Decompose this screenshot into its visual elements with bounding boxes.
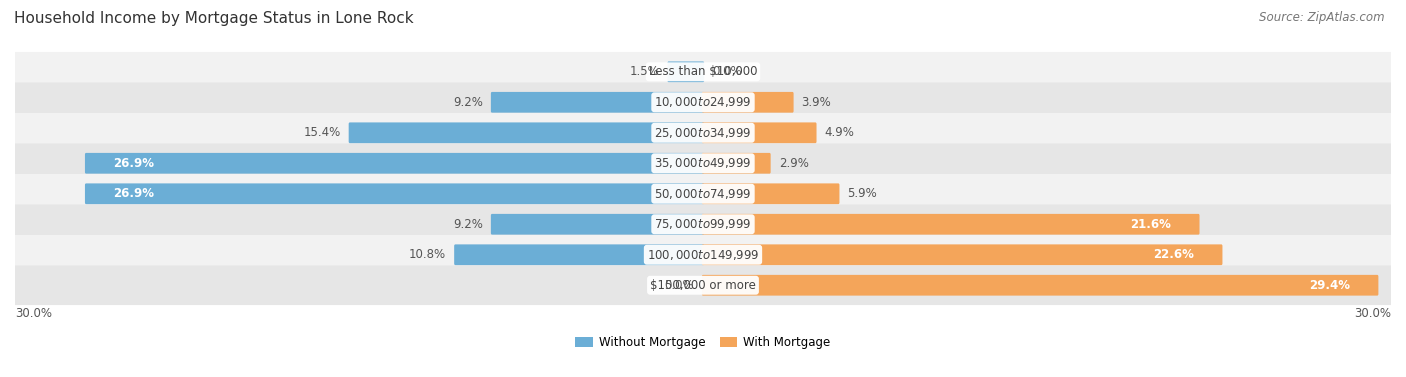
- FancyBboxPatch shape: [0, 265, 1406, 305]
- FancyBboxPatch shape: [0, 204, 1406, 244]
- FancyBboxPatch shape: [84, 153, 704, 174]
- Text: Household Income by Mortgage Status in Lone Rock: Household Income by Mortgage Status in L…: [14, 11, 413, 26]
- FancyBboxPatch shape: [0, 83, 1406, 122]
- Legend: Without Mortgage, With Mortgage: Without Mortgage, With Mortgage: [575, 336, 831, 349]
- Text: Less than $10,000: Less than $10,000: [648, 65, 758, 78]
- Text: 29.4%: 29.4%: [1309, 279, 1350, 292]
- FancyBboxPatch shape: [0, 113, 1406, 153]
- Text: 3.9%: 3.9%: [801, 96, 831, 109]
- Text: 1.5%: 1.5%: [630, 65, 659, 78]
- Text: 15.4%: 15.4%: [304, 126, 340, 139]
- Text: 4.9%: 4.9%: [824, 126, 855, 139]
- Text: Source: ZipAtlas.com: Source: ZipAtlas.com: [1260, 11, 1385, 24]
- FancyBboxPatch shape: [0, 52, 1406, 92]
- FancyBboxPatch shape: [668, 61, 704, 82]
- Text: 21.6%: 21.6%: [1130, 218, 1171, 231]
- FancyBboxPatch shape: [702, 275, 1378, 296]
- FancyBboxPatch shape: [702, 153, 770, 174]
- Text: $150,000 or more: $150,000 or more: [650, 279, 756, 292]
- Text: 30.0%: 30.0%: [1354, 307, 1391, 320]
- FancyBboxPatch shape: [0, 174, 1406, 214]
- FancyBboxPatch shape: [702, 214, 1199, 234]
- Text: 2.9%: 2.9%: [779, 157, 808, 170]
- FancyBboxPatch shape: [702, 123, 817, 143]
- Text: 26.9%: 26.9%: [114, 187, 155, 200]
- Text: $75,000 to $99,999: $75,000 to $99,999: [654, 217, 752, 231]
- Text: $10,000 to $24,999: $10,000 to $24,999: [654, 95, 752, 109]
- Text: $100,000 to $149,999: $100,000 to $149,999: [647, 248, 759, 262]
- FancyBboxPatch shape: [702, 183, 839, 204]
- Text: 5.9%: 5.9%: [848, 187, 877, 200]
- FancyBboxPatch shape: [702, 244, 1222, 265]
- Text: 10.8%: 10.8%: [409, 248, 446, 261]
- FancyBboxPatch shape: [349, 123, 704, 143]
- Text: $25,000 to $34,999: $25,000 to $34,999: [654, 126, 752, 140]
- FancyBboxPatch shape: [0, 144, 1406, 183]
- Text: 9.2%: 9.2%: [453, 96, 482, 109]
- Text: 22.6%: 22.6%: [1153, 248, 1194, 261]
- FancyBboxPatch shape: [491, 214, 704, 234]
- FancyBboxPatch shape: [84, 183, 704, 204]
- Text: 30.0%: 30.0%: [15, 307, 52, 320]
- Text: $50,000 to $74,999: $50,000 to $74,999: [654, 187, 752, 201]
- Text: 0.0%: 0.0%: [713, 65, 742, 78]
- FancyBboxPatch shape: [491, 92, 704, 113]
- Text: $35,000 to $49,999: $35,000 to $49,999: [654, 156, 752, 170]
- FancyBboxPatch shape: [454, 244, 704, 265]
- Text: 26.9%: 26.9%: [114, 157, 155, 170]
- Text: 0.0%: 0.0%: [664, 279, 693, 292]
- FancyBboxPatch shape: [0, 235, 1406, 274]
- FancyBboxPatch shape: [702, 92, 793, 113]
- Text: 9.2%: 9.2%: [453, 218, 482, 231]
